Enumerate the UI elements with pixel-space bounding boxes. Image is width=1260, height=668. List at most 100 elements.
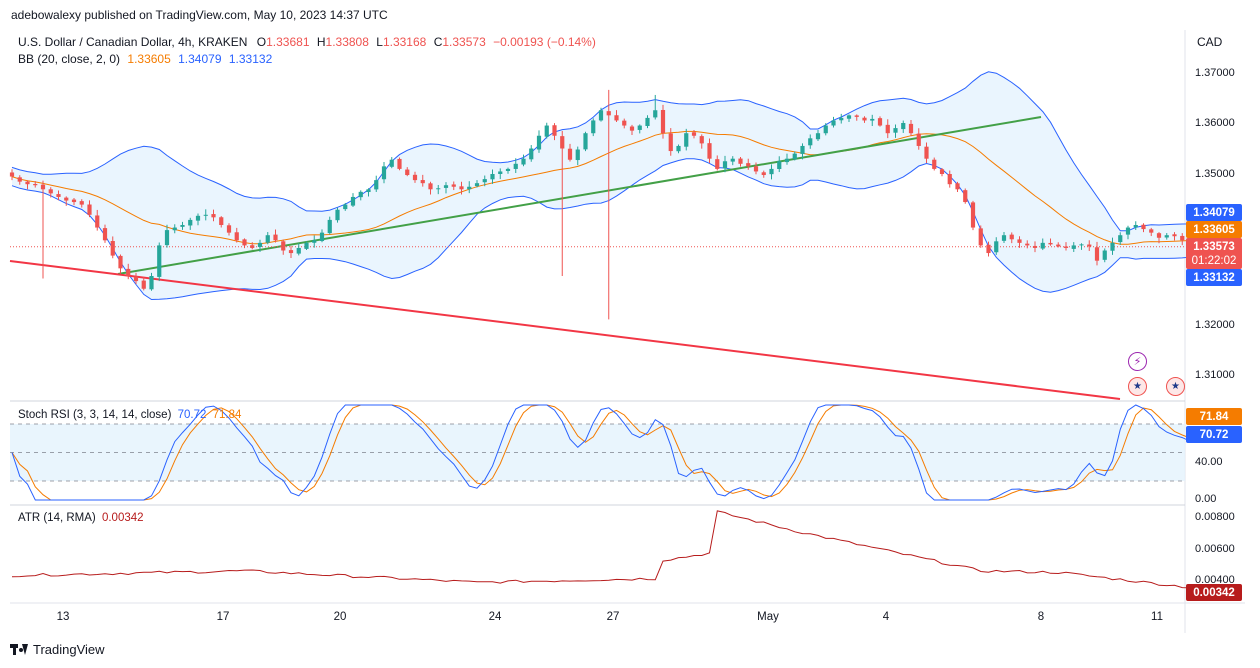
candle [660, 104, 666, 139]
candle [1141, 223, 1146, 233]
candle [955, 181, 960, 192]
candle-body [312, 240, 317, 243]
candle [281, 239, 286, 255]
candle-body [715, 159, 720, 169]
bb-upper-line [11, 71, 1198, 232]
candle-body [567, 148, 573, 160]
candle [870, 114, 875, 127]
candle [343, 202, 348, 211]
candle [64, 196, 69, 206]
candle-body [637, 125, 642, 130]
candle [986, 241, 991, 257]
x-tick-13: 13 [56, 611, 70, 623]
candle [761, 170, 766, 178]
candle-body [691, 132, 697, 136]
candle-body [730, 158, 735, 162]
bb-upper-value: 1.34079 [178, 52, 222, 66]
candle-body [211, 214, 216, 218]
candle [350, 193, 356, 208]
candle-body [188, 219, 193, 226]
candle-body [854, 115, 859, 117]
candle-body [792, 153, 797, 160]
support-trendline [117, 116, 1042, 275]
candle [288, 246, 294, 259]
candle [947, 170, 952, 188]
candle [389, 157, 394, 169]
candle [71, 197, 77, 206]
candle [1087, 240, 1092, 251]
candle-body [474, 183, 480, 187]
us-flag-event-icon-2[interactable]: ★ [1166, 377, 1185, 396]
candle-body [412, 174, 418, 181]
price-tick-1: 1.37000 [1195, 67, 1235, 79]
candle-body [815, 133, 821, 140]
candle [777, 156, 782, 173]
lightning-event-icon[interactable]: ⚡ [1128, 352, 1147, 371]
trendlines[interactable] [9, 116, 1185, 400]
candle [606, 89, 611, 320]
candle-body [800, 145, 805, 154]
candle [792, 151, 797, 161]
candle [529, 145, 534, 162]
candle [482, 175, 487, 187]
us-flag-event-icon[interactable]: ★ [1128, 377, 1147, 396]
candle [746, 158, 751, 170]
candle [1172, 232, 1177, 241]
candle-body [505, 168, 511, 171]
candle-body [443, 185, 449, 188]
candle-body [1094, 247, 1100, 261]
candle-body [1009, 234, 1014, 240]
candle [141, 276, 146, 291]
candle [722, 155, 728, 173]
candle [17, 175, 22, 185]
bb-legend[interactable]: BB (20, close, 2, 0) 1.33605 1.34079 1.3… [18, 52, 272, 66]
symbol-legend[interactable]: U.S. Dollar / Canadian Dollar, 4h, KRAKE… [18, 35, 596, 49]
low-label: L [376, 35, 383, 49]
bollinger-band-fill [12, 71, 1198, 300]
candle-body [986, 244, 991, 254]
candle-body [722, 161, 728, 169]
atr-legend[interactable]: ATR (14, RMA) 0.00342 [18, 512, 144, 524]
stoch-legend[interactable]: Stoch RSI (3, 3, 14, 14, close) 70.72 71… [18, 409, 241, 421]
atr-label: ATR (14, RMA) [18, 512, 96, 524]
candle-body [1156, 233, 1162, 238]
candle-body [40, 184, 46, 190]
candle-body [327, 219, 332, 234]
candle-body [79, 201, 84, 205]
candle [815, 130, 821, 141]
candle-body [939, 169, 945, 174]
candle-body [660, 109, 666, 134]
candle-body [924, 146, 929, 159]
candle-body [1172, 234, 1177, 237]
candle [699, 134, 704, 149]
resistance-trendline [9, 260, 1121, 400]
candle [250, 242, 255, 250]
tradingview-logo[interactable]: TradingView [10, 642, 105, 657]
candle [560, 130, 565, 276]
candle [932, 157, 937, 171]
stoch-k-tag: 70.72 [1186, 426, 1242, 443]
candle-body [1071, 245, 1076, 249]
candle-body [823, 125, 828, 134]
candle-body [482, 179, 487, 183]
candle [219, 216, 224, 228]
candle [978, 225, 983, 248]
candle [521, 154, 526, 167]
candle-body [420, 180, 425, 184]
candle [25, 180, 30, 190]
candle [831, 116, 836, 128]
candle [467, 181, 472, 194]
candle-body [1032, 245, 1038, 248]
candle [552, 123, 557, 141]
candle [1079, 243, 1084, 250]
candle [668, 128, 673, 156]
candle [784, 153, 790, 165]
candle [505, 167, 511, 174]
x-tick-17: 17 [216, 611, 230, 623]
candle-body [1118, 235, 1123, 243]
candle-body [831, 120, 836, 126]
candle [1032, 241, 1038, 253]
candle [823, 123, 828, 136]
candle [459, 181, 464, 195]
